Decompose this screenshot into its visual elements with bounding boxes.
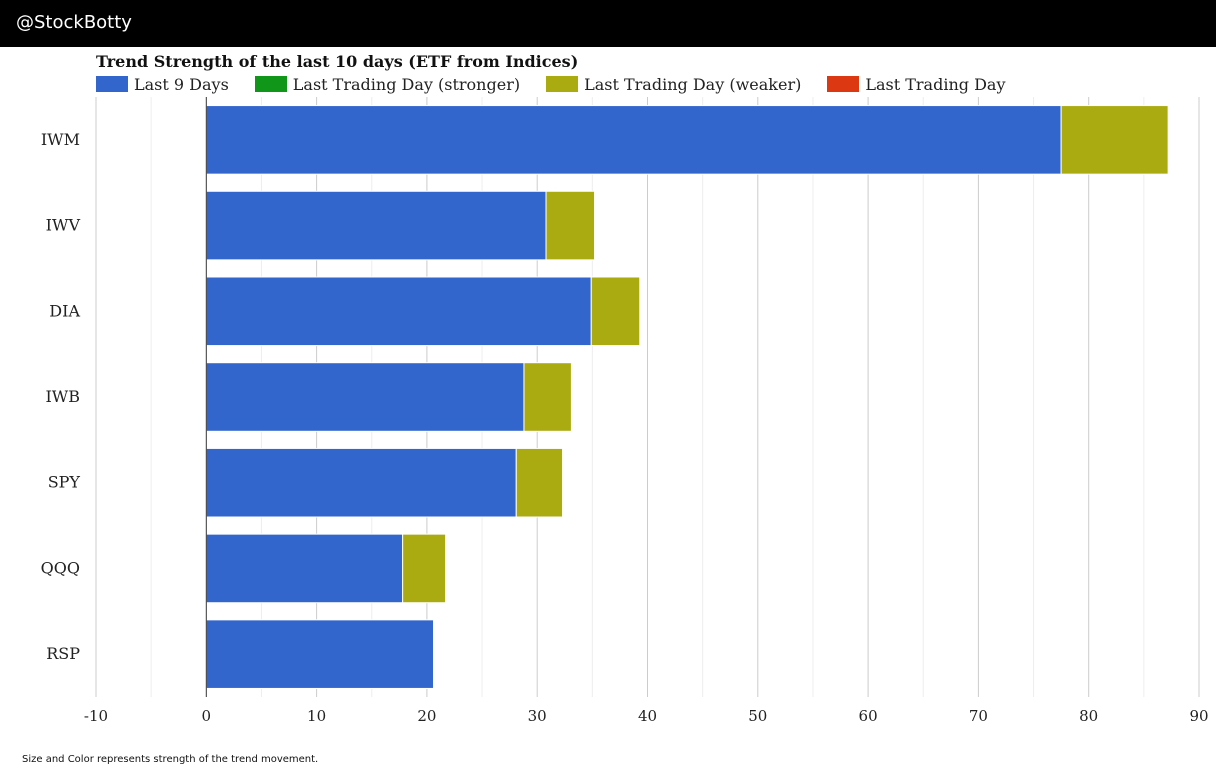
legend-swatch-last-9-days (96, 76, 128, 92)
legend-label-last-trading-day: Last Trading Day (865, 74, 1006, 94)
brand-label: @StockBotty (16, 12, 132, 33)
x-tick-label: 40 (638, 707, 657, 725)
chart-title: Trend Strength of the last 10 days (ETF … (96, 52, 579, 71)
legend-swatch-weaker (546, 76, 579, 92)
x-tick-label: 20 (417, 707, 436, 725)
bar-qqq-weaker (402, 533, 447, 604)
x-tick-label: -10 (84, 707, 108, 725)
bar-dia-weaker (590, 276, 641, 347)
legend-swatch-stronger (254, 76, 287, 92)
x-tick-label: 0 (202, 707, 212, 725)
bar-iwv-last-9-days (205, 190, 547, 261)
legend-label-last-9-days: Last 9 Days (134, 74, 229, 94)
bar-iwb-last-9-days (205, 362, 525, 432)
x-tick-label: 30 (528, 707, 547, 725)
legend-label-weaker: Last Trading Day (weaker) (584, 74, 802, 94)
y-tick-label-qqq: QQQ (41, 558, 80, 577)
legend-item-stronger: Last Trading Day (stronger) (254, 74, 521, 94)
y-tick-label-iwb: IWB (45, 387, 80, 406)
bar-iwm-weaker (1060, 105, 1169, 175)
legend-item-last-trading-day: Last Trading Day (827, 75, 1005, 94)
y-tick-label-spy: SPY (48, 473, 81, 492)
y-tick-label-dia: DIA (49, 301, 80, 320)
bar-spy-weaker (515, 447, 564, 518)
legend-item-weaker: Last Trading Day (weaker) (546, 75, 801, 94)
x-tick-label: 10 (307, 707, 326, 725)
chart-legend: Last 9 Days Last Trading Day (stronger) … (96, 74, 1031, 94)
y-tick-label-rsp: RSP (46, 644, 80, 663)
legend-label-stronger: Last Trading Day (stronger) (292, 74, 521, 94)
bar-dia-last-9-days (205, 276, 592, 347)
footer-note: Size and Color represents strength of th… (22, 754, 319, 765)
x-tick-label: 80 (1079, 707, 1098, 725)
y-tick-label-iwm: IWM (41, 130, 80, 149)
bar-iwb-weaker (523, 362, 572, 432)
bar-spy-last-9-days (205, 447, 517, 518)
x-tick-label: 50 (748, 707, 767, 725)
x-tick-label: 90 (1189, 707, 1208, 725)
legend-swatch-last-trading-day (827, 76, 860, 92)
bar-rsp-last-9-days (205, 619, 435, 689)
top-bar: @StockBotty (0, 0, 1216, 47)
bar-iwv-weaker (545, 190, 596, 261)
bar-iwm-last-9-days (205, 105, 1062, 175)
bar-qqq-last-9-days (205, 533, 404, 604)
legend-item-last-9-days: Last 9 Days (96, 75, 229, 94)
x-tick-label: 60 (859, 707, 878, 725)
y-tick-label-iwv: IWV (46, 216, 81, 235)
x-tick-label: 70 (969, 707, 988, 725)
